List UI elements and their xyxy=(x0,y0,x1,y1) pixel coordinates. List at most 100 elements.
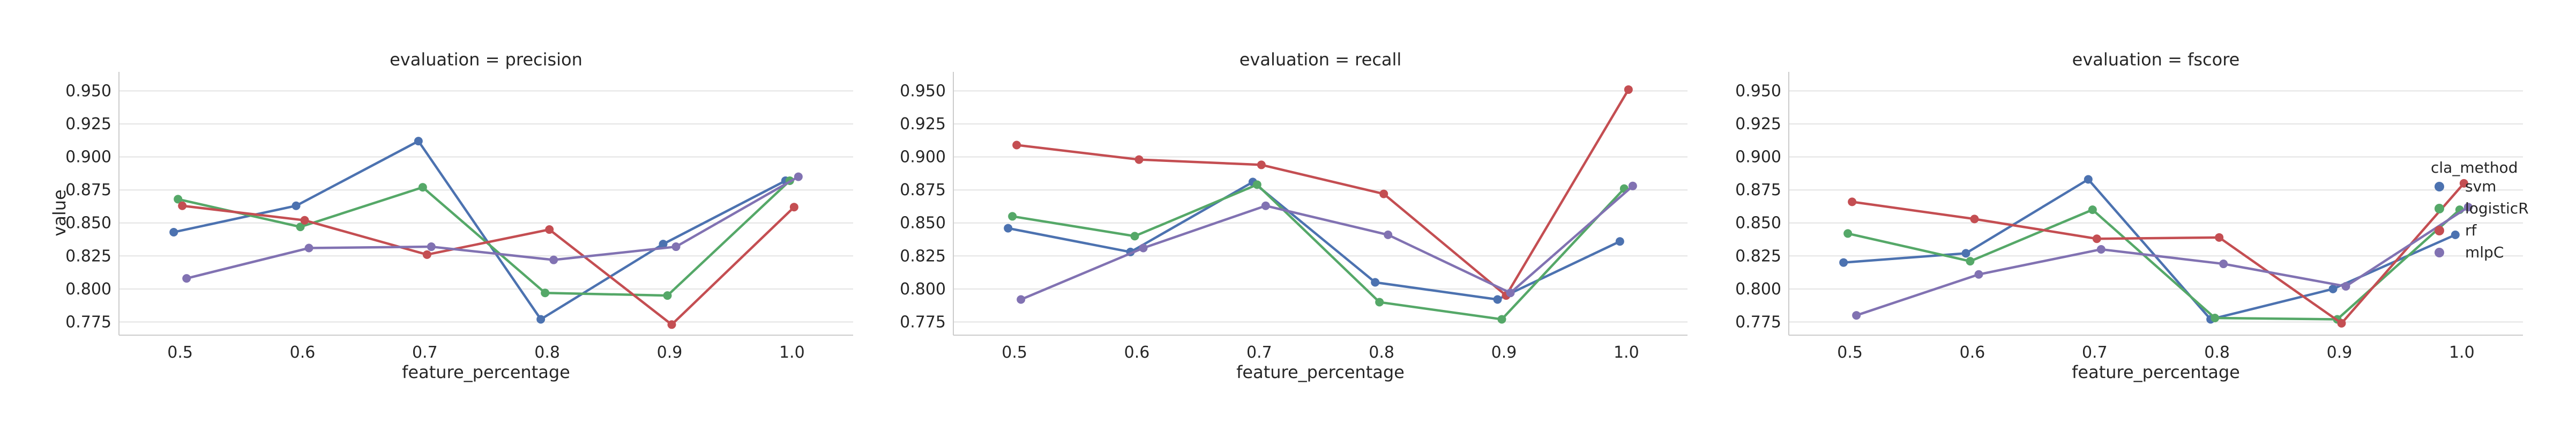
data-point-logisticR xyxy=(1008,212,1017,221)
data-point-svm xyxy=(414,137,423,146)
data-point-svm xyxy=(1615,237,1624,246)
x-tick-label: 0.7 xyxy=(1246,343,1272,362)
legend-label-logisticR: logisticR xyxy=(2465,199,2529,217)
legend-marker-mlpC xyxy=(2435,248,2444,257)
data-point-svm xyxy=(659,240,668,249)
facet-panels: 0.775 0.800 0.825 0.850 0.875 0.900 0.925 0.950… xyxy=(65,49,2523,382)
data-point-mlpC xyxy=(1852,311,1861,320)
data-point-rf xyxy=(545,225,554,234)
y-tick-label: 0.875 xyxy=(900,181,946,199)
x-tick-label: 0.9 xyxy=(2327,343,2353,362)
series-line-rf xyxy=(1016,88,1630,297)
data-point-logisticR xyxy=(1966,257,1975,266)
data-point-rf xyxy=(1379,189,1388,198)
y-tick-label: 0.775 xyxy=(900,313,946,331)
data-point-mlpC xyxy=(1139,243,1148,253)
legend-marker-rf xyxy=(2435,226,2444,235)
x-tick-label: 1.0 xyxy=(779,343,805,362)
x-tick-label: 0.8 xyxy=(534,343,560,362)
data-point-logisticR xyxy=(1375,298,1384,307)
x-tick-label: 0.6 xyxy=(1124,343,1150,362)
data-point-mlpC xyxy=(427,242,436,252)
data-point-mlpC xyxy=(1628,181,1637,190)
data-point-svm xyxy=(2451,230,2460,239)
series-line-mlpC xyxy=(1856,206,2469,317)
data-point-logisticR xyxy=(1497,315,1506,324)
y-tick-label: 0.875 xyxy=(1735,181,1781,199)
series-line-logisticR xyxy=(1847,208,2461,321)
data-point-mlpC xyxy=(1017,295,1026,304)
data-point-rf xyxy=(1970,214,1979,224)
data-point-rf xyxy=(178,201,187,210)
data-point-mlpC xyxy=(549,255,558,264)
data-point-rf xyxy=(1848,197,1857,206)
legend: cla_method svm logisticR rf mlpC xyxy=(2431,159,2529,261)
y-axis-label: value xyxy=(49,189,70,236)
data-point-mlpC xyxy=(1384,230,1393,239)
data-point-rf xyxy=(1624,85,1633,94)
facet-panel-3: 0.775 0.800 0.825 0.850 0.875 0.900 0.925 0.950… xyxy=(1735,49,2523,382)
data-point-mlpC xyxy=(1974,270,1983,279)
data-point-mlpC xyxy=(182,274,191,283)
data-point-svm xyxy=(292,201,301,210)
data-point-rf xyxy=(1134,155,1144,164)
data-point-rf xyxy=(1012,140,1021,150)
x-axis-label: feature_percentage xyxy=(1236,362,1405,382)
y-tick-label: 0.925 xyxy=(900,115,946,134)
series-line-mlpC xyxy=(186,175,799,280)
y-tick-label: 0.925 xyxy=(1735,115,1781,134)
data-point-rf xyxy=(422,250,431,259)
data-point-logisticR xyxy=(296,223,305,232)
x-tick-label: 1.0 xyxy=(1614,343,1639,362)
y-tick-label: 0.800 xyxy=(900,280,946,299)
y-tick-label: 0.900 xyxy=(65,148,111,167)
data-point-rf xyxy=(2092,234,2101,243)
x-tick-label: 0.9 xyxy=(657,343,683,362)
facet-panel-1: 0.775 0.800 0.825 0.850 0.875 0.900 0.925 0.950… xyxy=(65,49,853,382)
data-point-rf xyxy=(2459,179,2468,188)
data-point-rf xyxy=(2215,233,2224,242)
y-tick-label: 0.775 xyxy=(65,313,111,331)
data-point-svm xyxy=(1839,258,1848,267)
series-line-rf xyxy=(182,204,795,326)
y-tick-label: 0.825 xyxy=(65,247,111,265)
data-point-svm xyxy=(169,227,178,236)
y-tick-label: 0.850 xyxy=(900,214,946,233)
y-tick-label: 0.775 xyxy=(1735,313,1781,331)
data-point-rf xyxy=(2337,319,2346,328)
x-tick-label: 0.6 xyxy=(1960,343,1985,362)
data-point-mlpC xyxy=(2341,282,2350,291)
data-point-mlpC xyxy=(671,242,681,252)
y-tick-label: 0.900 xyxy=(900,148,946,167)
data-point-svm xyxy=(2084,175,2093,184)
x-tick-label: 0.7 xyxy=(412,343,438,362)
x-tick-label: 0.8 xyxy=(1369,343,1394,362)
x-tick-label: 0.6 xyxy=(290,343,316,362)
facet-panel-2: 0.775 0.800 0.825 0.850 0.875 0.900 0.925 0.950… xyxy=(900,49,1688,382)
legend-label-mlpC: mlpC xyxy=(2465,243,2504,261)
y-tick-label: 0.850 xyxy=(1735,214,1781,233)
x-axis-label: feature_percentage xyxy=(2072,362,2240,382)
y-tick-label: 0.800 xyxy=(1735,280,1781,299)
data-point-logisticR xyxy=(174,195,183,204)
data-point-rf xyxy=(1257,160,1266,169)
data-point-logisticR xyxy=(1843,229,1853,238)
data-point-logisticR xyxy=(418,183,427,192)
data-point-mlpC xyxy=(2096,245,2105,254)
y-tick-label: 0.950 xyxy=(65,82,111,101)
y-tick-label: 0.875 xyxy=(65,181,111,199)
data-point-logisticR xyxy=(2088,205,2097,214)
y-tick-label: 0.900 xyxy=(1735,148,1781,167)
data-point-logisticR xyxy=(2211,313,2220,322)
data-point-svm xyxy=(1493,295,1502,304)
x-tick-label: 0.7 xyxy=(2082,343,2108,362)
legend-items: svm logisticR rf mlpC xyxy=(2435,177,2529,261)
legend-marker-svm xyxy=(2435,182,2444,191)
panel-title: evaluation = fscore xyxy=(2072,49,2240,70)
y-tick-label: 0.950 xyxy=(900,82,946,101)
y-tick-label: 0.850 xyxy=(65,214,111,233)
series-line-rf xyxy=(1851,182,2465,325)
data-point-svm xyxy=(1371,278,1380,287)
legend-label-rf: rf xyxy=(2465,221,2477,239)
data-point-svm xyxy=(2328,284,2338,293)
